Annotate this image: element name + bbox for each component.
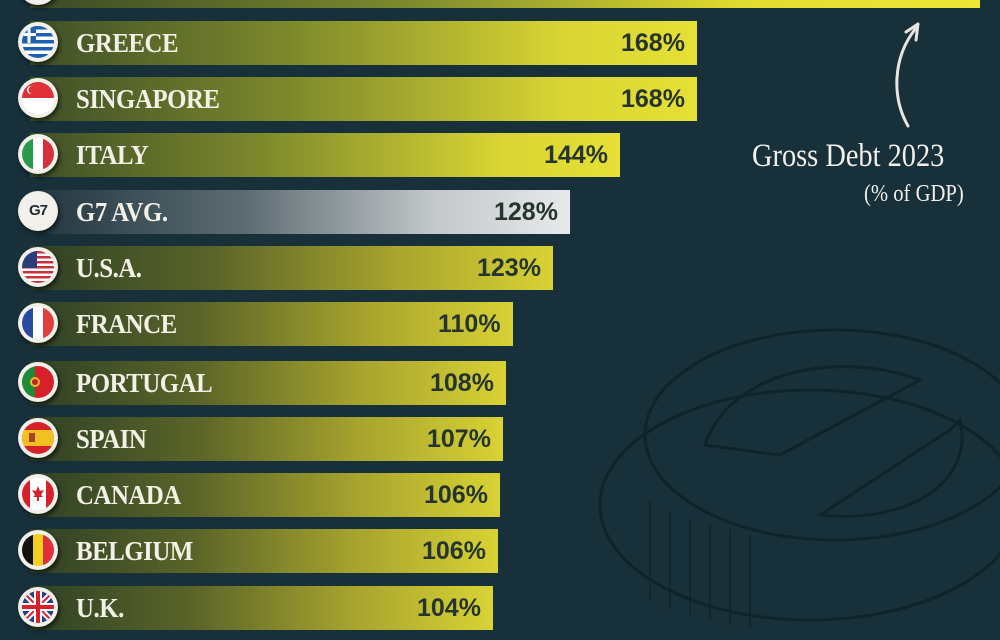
bar-spain bbox=[30, 417, 503, 461]
bar-value: 107% bbox=[427, 425, 491, 453]
bar-usa bbox=[30, 246, 553, 290]
bar-label: GREECE bbox=[76, 28, 179, 58]
chart-subtitle: (% of GDP) bbox=[864, 181, 964, 207]
bar-value: 168% bbox=[621, 85, 685, 113]
singapore-flag-icon bbox=[18, 78, 58, 118]
belgium-flag-icon bbox=[18, 530, 58, 570]
top-cropped-bar bbox=[30, 0, 980, 8]
g7-badge-icon: G7 bbox=[18, 191, 58, 231]
bar-value: 104% bbox=[417, 594, 481, 622]
italy-flag-icon bbox=[18, 134, 58, 174]
coin-background-illustration bbox=[598, 328, 1000, 628]
bar-value: 110% bbox=[438, 310, 501, 338]
bar-label: PORTUGAL bbox=[76, 368, 213, 398]
bar-value: 106% bbox=[422, 537, 486, 565]
bar-label: CANADA bbox=[76, 480, 181, 510]
bar-value: 123% bbox=[477, 254, 541, 282]
greece-flag-icon bbox=[18, 22, 58, 62]
bar-label: BELGIUM bbox=[76, 536, 193, 566]
bar-label: ITALY bbox=[76, 140, 149, 170]
portugal-flag-icon bbox=[18, 362, 58, 402]
chart-title: Gross Debt 2023 bbox=[752, 138, 945, 174]
uk-flag-icon bbox=[18, 587, 58, 627]
bar-italy bbox=[30, 133, 620, 177]
bar-france bbox=[30, 302, 513, 346]
bar-singapore bbox=[30, 77, 697, 121]
bar-label: SPAIN bbox=[76, 424, 147, 454]
g7-badge-text: G7 bbox=[28, 202, 48, 219]
bar-value: 128% bbox=[494, 198, 558, 226]
france-flag-icon bbox=[18, 303, 58, 343]
bar-label: U.K. bbox=[76, 593, 124, 623]
cropped-flag-icon bbox=[18, 0, 58, 5]
bar-value: 168% bbox=[621, 29, 685, 57]
bar-value: 106% bbox=[424, 481, 488, 509]
bar-label: G7 AVG. bbox=[76, 197, 168, 227]
bar-label: FRANCE bbox=[76, 309, 177, 339]
bar-value: 144% bbox=[544, 141, 608, 169]
bar-canada bbox=[30, 473, 500, 517]
chalk-arrow-icon bbox=[895, 22, 920, 128]
bar-g7-avg bbox=[30, 190, 570, 234]
canada-flag-icon bbox=[18, 474, 58, 514]
bar-label: SINGAPORE bbox=[76, 84, 220, 114]
spain-flag-icon bbox=[18, 418, 58, 458]
bar-belgium bbox=[30, 529, 498, 573]
bar-greece bbox=[30, 21, 697, 65]
bar-label: U.S.A. bbox=[76, 253, 142, 283]
bar-portugal bbox=[30, 361, 506, 405]
bar-value: 108% bbox=[430, 369, 494, 397]
usa-flag-icon bbox=[18, 247, 58, 287]
